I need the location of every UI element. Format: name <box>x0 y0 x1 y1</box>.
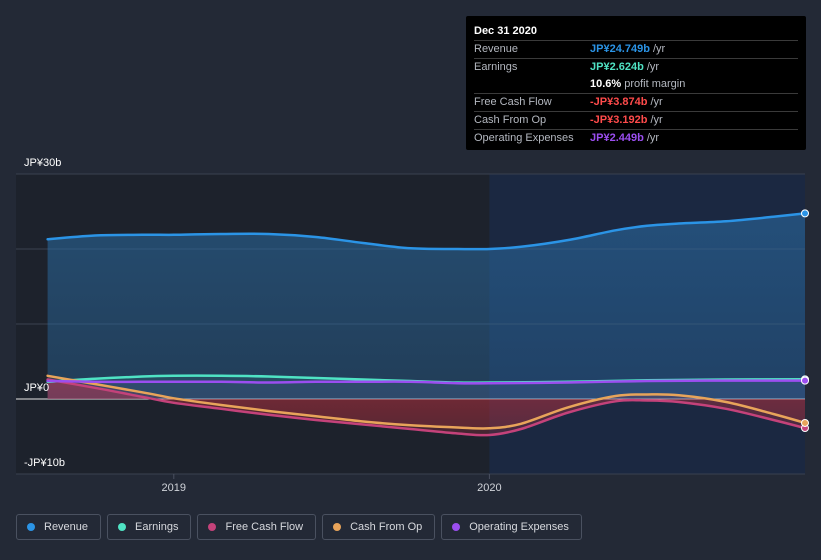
tooltip-row-value: -JP¥3.192b <box>590 114 648 126</box>
line-cash-from-op <box>46 374 807 430</box>
tooltip-row-value: JP¥2.449b <box>590 132 644 144</box>
legend-dot-icon <box>208 523 217 531</box>
tooltip-row-unit: /yr <box>652 43 666 55</box>
legend-dot-icon <box>333 523 342 531</box>
tooltip-row-label <box>474 76 590 93</box>
legend-item-revenue[interactable]: Revenue <box>16 514 102 540</box>
line-free-cash-flow <box>46 378 807 437</box>
legend-item-cash-from-op[interactable]: Cash From Op <box>322 514 436 540</box>
line-revenue <box>46 212 807 251</box>
tooltip-row-revenue: Revenue JP¥24.749b/yr <box>474 40 798 58</box>
tooltip-row-unit: /yr <box>650 96 663 108</box>
tooltip-row-unit: /yr <box>646 61 660 73</box>
end-point-revenue <box>801 209 809 218</box>
tooltip-row-label: Revenue <box>474 43 519 55</box>
legend-label: Revenue <box>44 521 89 533</box>
legend-item-free-cash-flow[interactable]: Free Cash Flow <box>197 514 317 540</box>
y-tick-label: JP¥0 <box>24 382 49 394</box>
tooltip-row-label: Operating Expenses <box>474 132 574 144</box>
area-free-cash-flow <box>47 379 806 436</box>
tooltip-row-free-cash-flow: Free Cash Flow -JP¥3.874b/yr <box>474 93 798 111</box>
tooltip-row-earnings: Earnings JP¥2.624b/yr <box>474 58 798 76</box>
tooltip-row-value: -JP¥3.874b <box>590 96 648 108</box>
y-tick-label: -JP¥10b <box>24 457 65 469</box>
x-tick-label: 2020 <box>477 482 501 494</box>
area-operating-expenses <box>47 380 806 399</box>
tooltip-row-unit: /yr <box>646 132 660 144</box>
tooltip-row-operating-expenses: Operating Expenses JP¥2.449b/yr <box>474 129 798 147</box>
tooltip: Dec 31 2020 Revenue JP¥24.749b/yr Earnings… <box>466 16 806 150</box>
legend-dot-icon <box>118 523 127 531</box>
legend-label: Free Cash Flow <box>225 521 304 533</box>
tooltip-row-label: Earnings <box>474 61 518 73</box>
tooltip-row-unit: /yr <box>650 114 663 126</box>
legend-dot-icon <box>27 523 35 531</box>
tooltip-row-label: Free Cash Flow <box>474 96 552 108</box>
line-operating-expenses <box>46 379 807 385</box>
legend-label: Cash From Op <box>350 521 423 533</box>
legend-label: Earnings <box>135 521 179 533</box>
tooltip-row-unit: profit margin <box>624 78 686 90</box>
tooltip-row-value: JP¥2.624b <box>590 61 644 73</box>
tooltip-row-cash-from-op: Cash From Op -JP¥3.192b/yr <box>474 111 798 129</box>
legend-dot-icon <box>452 523 461 531</box>
y-tick-label: JP¥30b <box>24 157 61 169</box>
tooltip-row-label: Cash From Op <box>474 114 547 126</box>
legend-item-operating-expenses[interactable]: Operating Expenses <box>441 514 582 540</box>
tooltip-row-value: JP¥24.749b <box>590 43 650 55</box>
tooltip-row-value: 10.6% <box>590 78 622 90</box>
legend: Revenue Earnings Free Cash Flow Cash From O… <box>16 514 588 540</box>
end-point-cash-from-op <box>801 418 809 427</box>
legend-label: Operating Expenses <box>469 521 569 533</box>
tooltip-row-profit-margin: 10.6% profit margin <box>474 76 798 93</box>
area-revenue <box>47 213 806 399</box>
tooltip-date: Dec 31 2020 <box>474 25 537 37</box>
area-cash-from-op <box>47 375 806 429</box>
end-point-operating-expenses <box>801 376 809 385</box>
legend-item-earnings[interactable]: Earnings <box>107 514 192 540</box>
x-tick-label: 2019 <box>162 482 186 494</box>
